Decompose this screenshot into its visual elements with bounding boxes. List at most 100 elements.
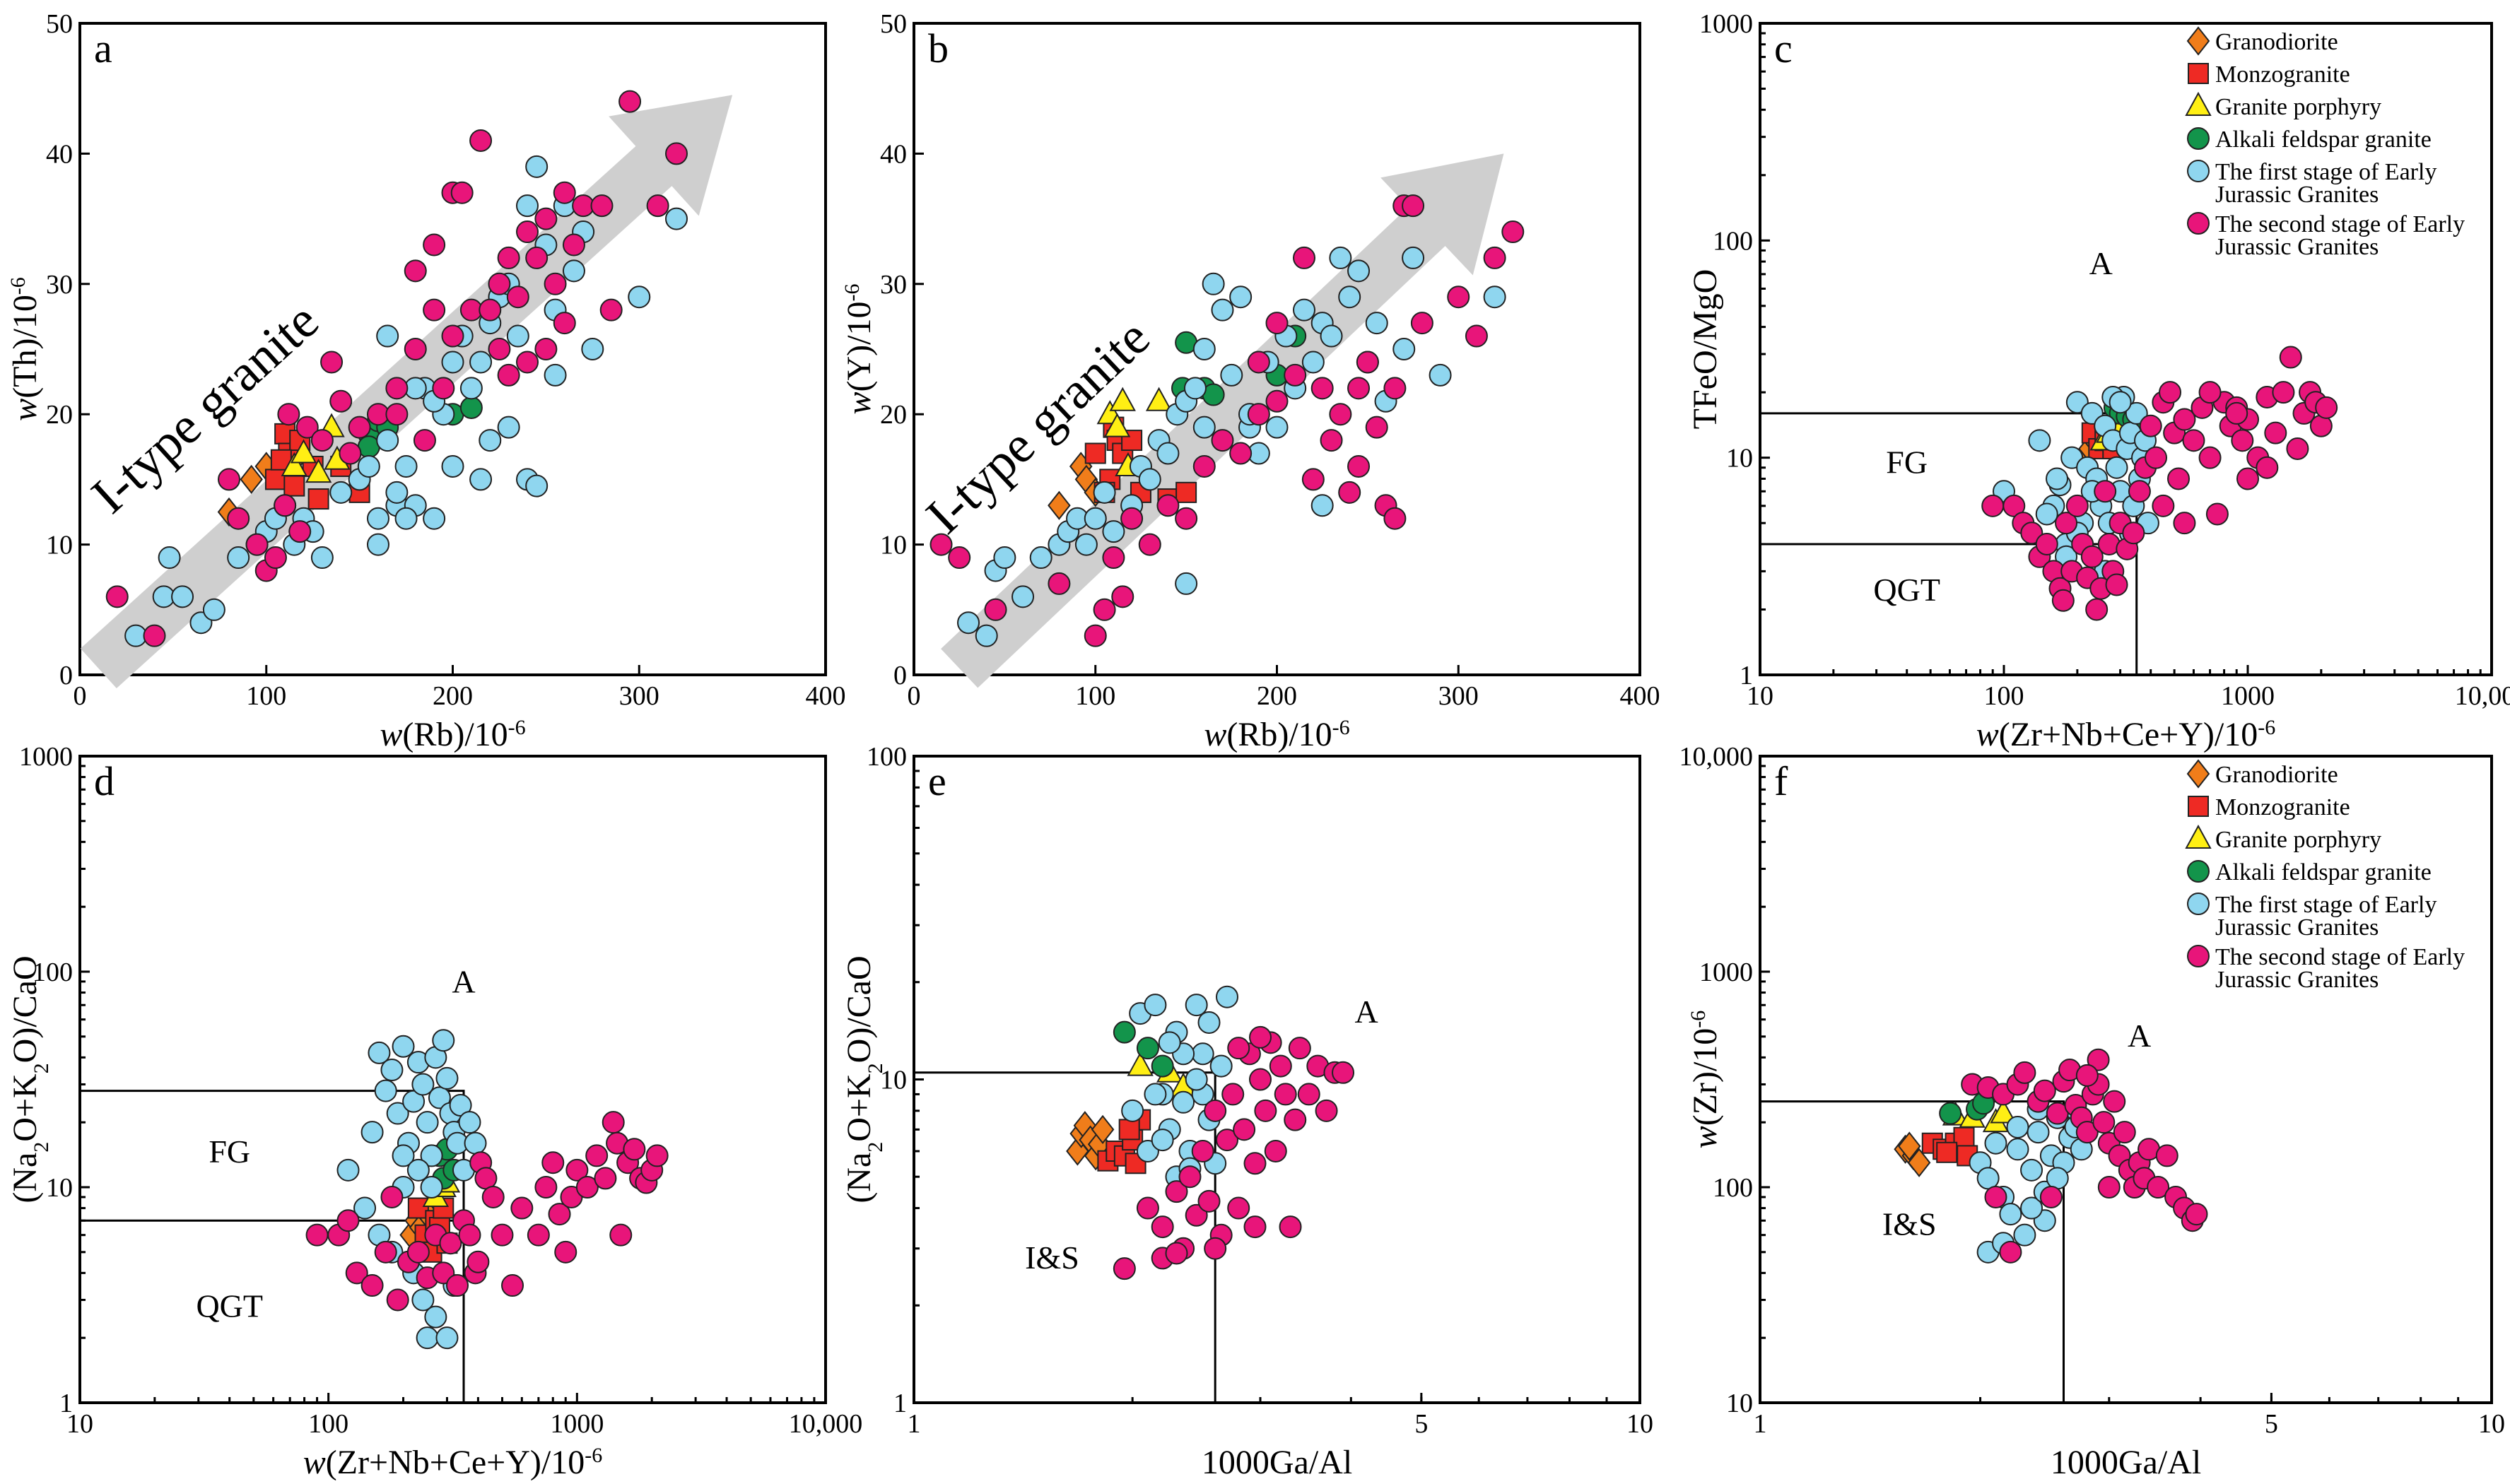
data-point-mz bbox=[1121, 430, 1143, 452]
data-point-s2 bbox=[1093, 598, 1116, 621]
data-point-s2 bbox=[2173, 512, 2196, 535]
data-point-s2 bbox=[2264, 421, 2287, 444]
y-axis-label: (Na2O+K2O)/CaO bbox=[6, 955, 53, 1203]
y-tick-label: 10,000 bbox=[1679, 742, 1754, 772]
data-point-s2 bbox=[467, 1250, 490, 1273]
data-point-s2 bbox=[1211, 429, 1234, 452]
data-point-s2 bbox=[339, 442, 362, 465]
legend-label-s2: The second stage of Early bbox=[2215, 211, 2465, 237]
data-point-gp bbox=[1103, 413, 1131, 437]
data-point-s2 bbox=[516, 220, 539, 244]
y-tick-label: 30 bbox=[46, 270, 73, 300]
y-tick-label: 10 bbox=[46, 531, 73, 560]
data-point-s2 bbox=[1338, 481, 1361, 504]
y-tick-label: 40 bbox=[880, 139, 907, 169]
data-point-s2 bbox=[1229, 442, 1253, 465]
data-point-mz bbox=[1936, 1141, 1958, 1163]
x-tick-label: 5 bbox=[1414, 1409, 1428, 1439]
series-s2 bbox=[105, 90, 688, 647]
data-point-s1 bbox=[374, 1079, 397, 1102]
x-tick-label: 0 bbox=[908, 681, 921, 711]
series-s1 bbox=[336, 1029, 487, 1350]
data-point-s2 bbox=[2033, 1079, 2056, 1102]
data-point-afg bbox=[1113, 1020, 1136, 1044]
y-tick-label: 10 bbox=[46, 1173, 73, 1203]
x-tick-label: 100 bbox=[308, 1409, 348, 1439]
data-point-s1 bbox=[1265, 416, 1289, 439]
data-point-s1 bbox=[1211, 298, 1234, 322]
series-mz bbox=[1921, 1126, 1978, 1167]
data-point-s1 bbox=[2109, 391, 2132, 414]
plot-frame bbox=[913, 755, 1641, 1404]
series-s1 bbox=[957, 246, 1506, 647]
data-point-s1 bbox=[2035, 502, 2058, 526]
data-point-s2 bbox=[439, 1232, 462, 1255]
data-point-s1 bbox=[1144, 994, 1167, 1017]
data-point-s1 bbox=[1192, 416, 1216, 439]
data-point-s1 bbox=[435, 1066, 459, 1090]
data-point-s1 bbox=[1172, 1090, 1195, 1114]
data-point-s2 bbox=[1120, 507, 1144, 530]
data-point-s2 bbox=[2315, 396, 2338, 419]
data-point-s2 bbox=[2080, 545, 2104, 568]
field-label: A bbox=[2128, 1018, 2151, 1054]
data-point-s2 bbox=[2122, 522, 2145, 545]
data-point-s1 bbox=[353, 1196, 377, 1220]
data-point-s2 bbox=[506, 285, 529, 309]
data-point-s2 bbox=[1265, 389, 1289, 413]
data-point-s2 bbox=[1048, 572, 1071, 595]
data-point-grd bbox=[1897, 1131, 1921, 1161]
data-point-s2 bbox=[1981, 494, 2005, 517]
panel-b: 0 100 200 300 400 0 10 20 30 40 50 b w(Rb)/10-6 w(Y)/… bbox=[840, 9, 1660, 753]
data-point-s1 bbox=[1229, 285, 1253, 309]
data-point-s2 bbox=[984, 598, 1007, 621]
data-point-s2 bbox=[2182, 429, 2205, 452]
data-point-s1 bbox=[525, 155, 549, 178]
x-tick-label: 300 bbox=[619, 681, 659, 711]
data-point-s1 bbox=[581, 338, 604, 360]
data-point-s2 bbox=[446, 1274, 469, 1297]
data-point-s1 bbox=[2013, 1223, 2036, 1247]
data-point-s2 bbox=[534, 338, 558, 360]
data-point-s2 bbox=[1185, 1203, 1208, 1227]
data-point-s1 bbox=[506, 324, 529, 348]
legend-marker-gp bbox=[2185, 824, 2212, 849]
data-point-s2 bbox=[1329, 403, 1352, 426]
data-point-s1 bbox=[993, 546, 1016, 570]
series-s2 bbox=[929, 194, 1525, 647]
x-axis-label: 1000Ga/Al bbox=[1202, 1444, 1352, 1481]
x-tick-label: 100 bbox=[1075, 681, 1115, 711]
legend-marker-afg bbox=[2187, 860, 2210, 883]
data-point-s1 bbox=[227, 546, 250, 570]
y-tick-label: 20 bbox=[46, 400, 73, 430]
data-point-s1 bbox=[1301, 351, 1325, 374]
data-point-grd bbox=[1091, 1114, 1115, 1144]
data-point-s2 bbox=[2092, 1111, 2116, 1134]
legend: Granodiorite Monzogranite Granite porphyry… bbox=[2185, 759, 2465, 993]
y-tick-label: 50 bbox=[46, 9, 73, 39]
data-point-s1 bbox=[360, 1121, 384, 1144]
data-point-s1 bbox=[1216, 985, 1239, 1008]
data-point-s2 bbox=[245, 533, 269, 556]
data-point-s2 bbox=[929, 533, 953, 556]
data-point-s2 bbox=[2065, 494, 2089, 517]
y-tick-label: 100 bbox=[867, 742, 907, 772]
data-point-s2 bbox=[2002, 494, 2026, 517]
data-point-s2 bbox=[274, 494, 297, 517]
data-point-s1 bbox=[1329, 246, 1352, 269]
y-axis-label: (Na2O+K2O)/CaO bbox=[840, 955, 887, 1203]
x-tick-label: 0 bbox=[74, 681, 87, 711]
data-point-s2 bbox=[1227, 1196, 1250, 1220]
data-point-s2 bbox=[1383, 507, 1407, 530]
panel-letter: c bbox=[1774, 25, 1793, 71]
x-tick-label: 10 bbox=[2478, 1409, 2505, 1439]
data-point-s2 bbox=[458, 1223, 481, 1247]
y-tick-label: 100 bbox=[1713, 1173, 1753, 1203]
data-point-s1 bbox=[544, 363, 567, 387]
legend: Granodiorite Monzogranite Granite porphyry… bbox=[2185, 26, 2465, 260]
data-point-s2 bbox=[1233, 1118, 1256, 1141]
data-point-s2 bbox=[1347, 377, 1371, 400]
data-point-s1 bbox=[1185, 1068, 1208, 1091]
data-point-s1 bbox=[1102, 520, 1125, 543]
data-point-s2 bbox=[441, 324, 464, 348]
